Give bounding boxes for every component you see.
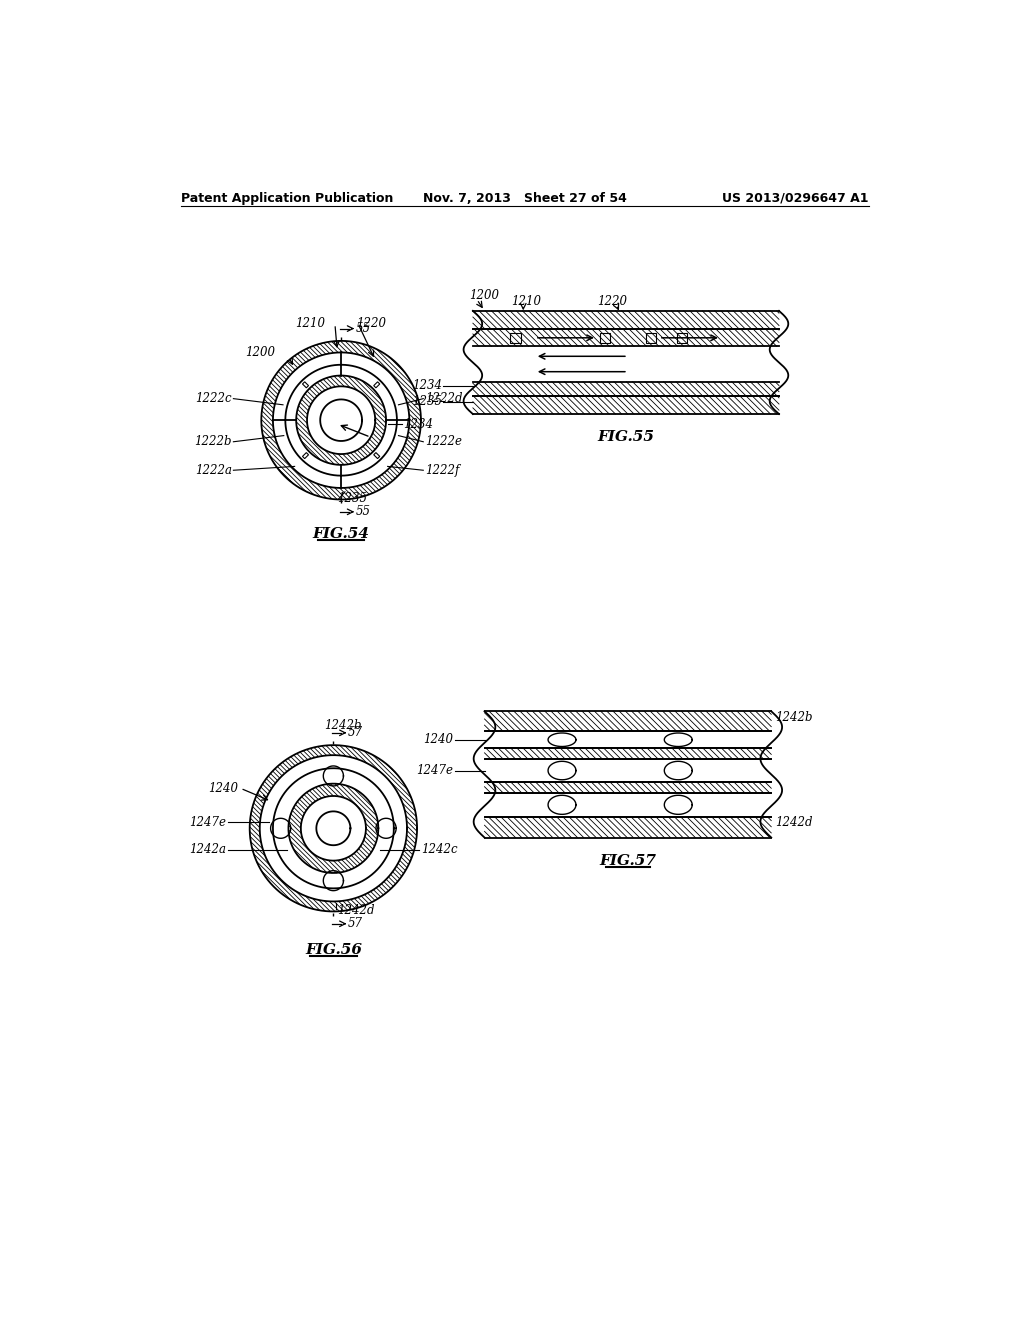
Text: 1234: 1234 bbox=[412, 379, 442, 392]
Text: 1242a: 1242a bbox=[189, 843, 226, 857]
Text: Patent Application Publication: Patent Application Publication bbox=[180, 191, 393, 205]
Text: 1234: 1234 bbox=[403, 417, 433, 430]
Text: FIG.55: FIG.55 bbox=[597, 430, 654, 444]
Text: 1210: 1210 bbox=[296, 317, 326, 330]
Text: 1222c: 1222c bbox=[196, 392, 231, 405]
Text: 1222d: 1222d bbox=[425, 392, 462, 405]
Text: 55: 55 bbox=[356, 322, 371, 335]
Bar bbox=[374, 381, 380, 388]
Text: 1247e: 1247e bbox=[417, 764, 454, 777]
Text: FIG.54: FIG.54 bbox=[312, 527, 370, 541]
Bar bbox=[302, 453, 308, 458]
Text: FIG.56: FIG.56 bbox=[305, 942, 361, 957]
Text: 1220: 1220 bbox=[597, 296, 627, 308]
Bar bbox=[302, 381, 308, 388]
Text: 1222f: 1222f bbox=[425, 463, 459, 477]
Text: 1220: 1220 bbox=[356, 317, 387, 330]
Text: 1235: 1235 bbox=[337, 492, 368, 506]
Bar bbox=[646, 333, 656, 343]
Bar bbox=[374, 453, 380, 458]
Text: 1240: 1240 bbox=[208, 781, 238, 795]
Text: 1235: 1235 bbox=[412, 395, 442, 408]
Text: 1222e: 1222e bbox=[425, 436, 462, 449]
Text: 1242d: 1242d bbox=[775, 816, 813, 829]
Text: 1242b: 1242b bbox=[324, 719, 361, 733]
Text: 1222b: 1222b bbox=[195, 436, 231, 449]
Text: 57: 57 bbox=[348, 917, 364, 931]
Text: 1247e: 1247e bbox=[189, 816, 226, 829]
Bar bbox=[599, 333, 609, 343]
Bar bbox=[510, 333, 520, 343]
Text: 1240: 1240 bbox=[424, 733, 454, 746]
Text: 1242d: 1242d bbox=[337, 904, 375, 917]
Text: 1242b: 1242b bbox=[775, 711, 813, 723]
Text: 1210: 1210 bbox=[512, 296, 542, 308]
Text: 1200: 1200 bbox=[469, 289, 499, 302]
Text: FIG.57: FIG.57 bbox=[599, 854, 656, 867]
Text: US 2013/0296647 A1: US 2013/0296647 A1 bbox=[722, 191, 869, 205]
Text: 1200: 1200 bbox=[246, 346, 275, 359]
Text: 55: 55 bbox=[356, 506, 371, 519]
Text: 1222a: 1222a bbox=[195, 463, 231, 477]
Text: 1242c: 1242c bbox=[421, 843, 458, 857]
Bar bbox=[677, 333, 687, 343]
Text: 57: 57 bbox=[348, 726, 364, 739]
Text: Nov. 7, 2013   Sheet 27 of 54: Nov. 7, 2013 Sheet 27 of 54 bbox=[423, 191, 627, 205]
